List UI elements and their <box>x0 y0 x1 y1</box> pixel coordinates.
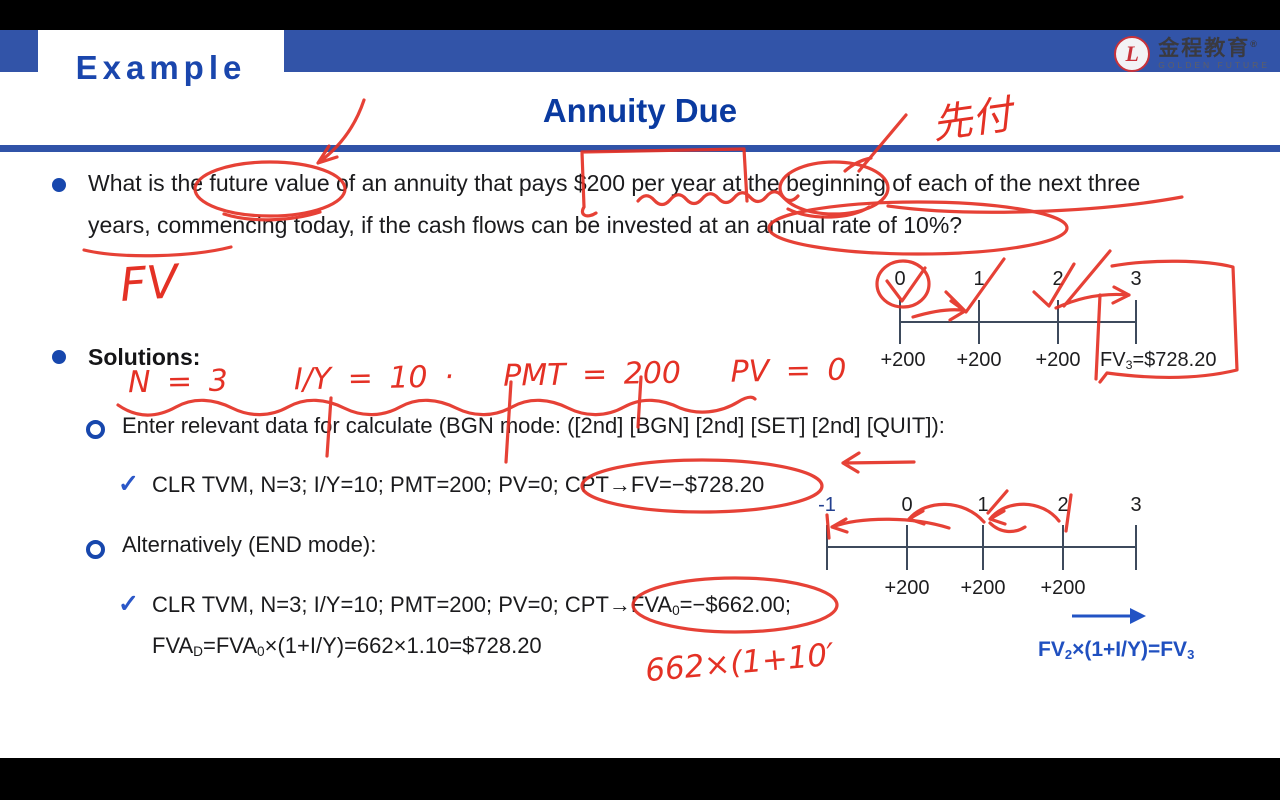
example-label: Example <box>75 49 247 86</box>
checkmark-icon: ✓ <box>118 470 139 498</box>
title-divider <box>0 145 1280 152</box>
bullet-question <box>52 178 66 192</box>
t2-tick-1: 1 <box>977 494 989 516</box>
end-intro-line: Alternatively (END mode): <box>122 532 377 557</box>
end-calc-line-2: FVAD=FVA0×(1+I/Y)=662×1.10=$728.20 <box>152 633 542 660</box>
t1-tick-0: 0 <box>894 268 906 290</box>
t2-tick-2: 2 <box>1057 494 1069 516</box>
handwriting-fv: FV <box>118 254 180 312</box>
t1-tick-3: 3 <box>1130 268 1142 290</box>
bgn-calc-line: CLR TVM, N=3; I/Y=10; PMT=200; PV=0; CPT… <box>152 472 765 497</box>
example-badge: Example <box>38 30 284 86</box>
t1-payment-0: +200 <box>880 349 926 371</box>
t2-tick-neg1: -1 <box>818 494 836 516</box>
t2-payment-2: +200 <box>1040 577 1086 599</box>
t2-payment-0: +200 <box>884 577 930 599</box>
slide-title: Annuity Due <box>542 92 738 129</box>
brand-name-cn: 金程教育® <box>1158 37 1259 61</box>
letterbox-top <box>0 0 1280 30</box>
brand-seal-icon: L <box>1114 36 1151 72</box>
bullet-end-mode <box>86 540 105 559</box>
bgn-intro-line: Enter relevant data for calculate (BGN m… <box>122 413 945 438</box>
brand-logo: L 金程教育® GOLDEN FUTURE <box>1114 36 1270 72</box>
t1-fv-label: FV3=$728.20 <box>1100 349 1217 373</box>
t1-payment-2: +200 <box>1035 349 1081 371</box>
fv-compounding-formula: FV2×(1+I/Y)=FV3 <box>1038 638 1195 663</box>
brand-name-en: GOLDEN FUTURE <box>1158 60 1270 71</box>
question-line-1: What is the future value of an annuity t… <box>88 170 1141 196</box>
bullet-solutions <box>52 350 66 364</box>
registered-mark: ® <box>1250 39 1259 50</box>
solutions-heading: Solutions: <box>88 344 201 370</box>
t2-tick-0: 0 <box>901 494 913 516</box>
checkmark-icon: ✓ <box>118 590 139 618</box>
t2-tick-3: 3 <box>1130 494 1142 516</box>
end-calc-line-1: CLR TVM, N=3; I/Y=10; PMT=200; PV=0; CPT… <box>152 592 791 619</box>
t1-tick-1: 1 <box>973 268 985 290</box>
letterbox-bottom <box>0 758 1280 800</box>
t1-tick-2: 2 <box>1052 268 1064 290</box>
bullet-bgn-mode <box>86 420 105 439</box>
t2-payment-1: +200 <box>960 577 1006 599</box>
t1-payment-1: +200 <box>956 349 1002 371</box>
handwriting-xianfu: 先付 <box>929 91 1015 149</box>
question-line-2: years, commencing today, if the cash flo… <box>88 212 963 238</box>
